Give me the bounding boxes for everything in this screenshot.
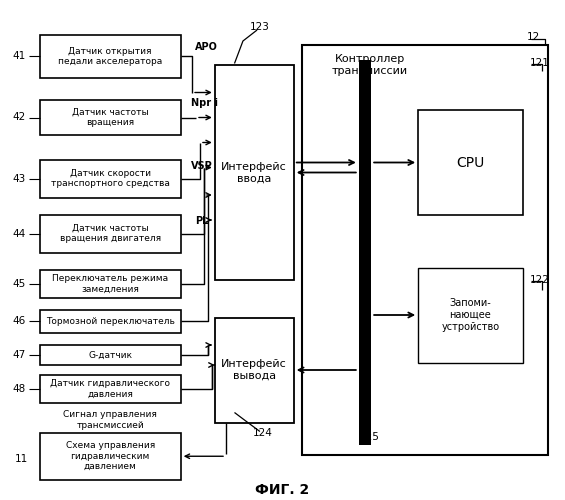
Bar (418, 268, 523, 362)
Text: 124: 124 (253, 428, 273, 438)
Bar (40, 345, 181, 365)
Text: Датчик частоты
вращения: Датчик частоты вращения (72, 108, 149, 127)
Text: 12: 12 (527, 32, 541, 42)
Bar (215, 318, 294, 422)
Text: 43: 43 (12, 174, 25, 184)
Text: 47: 47 (12, 350, 25, 360)
Text: Запоми-
нающее
устройство: Запоми- нающее устройство (441, 298, 499, 332)
Text: 46: 46 (12, 316, 25, 326)
Text: Интерфейс
ввода: Интерфейс ввода (221, 162, 287, 184)
Bar (215, 65, 294, 280)
Bar (40, 35, 181, 78)
Text: 123: 123 (250, 22, 270, 32)
Bar (418, 110, 523, 215)
Bar (40, 100, 181, 135)
Text: G-датчик: G-датчик (88, 350, 132, 360)
Text: VSP: VSP (191, 161, 212, 171)
Text: Схема управления
гидравлическим
давлением: Схема управления гидравлическим давление… (66, 442, 155, 471)
Text: 125: 125 (360, 432, 380, 442)
Bar (302, 45, 548, 455)
Text: Переключатель режима
замедления: Переключатель режима замедления (52, 274, 168, 293)
Text: 11: 11 (15, 454, 28, 464)
Bar (40, 270, 181, 297)
Text: Npr i: Npr i (191, 98, 218, 108)
Text: 44: 44 (12, 229, 25, 239)
Text: Тормозной переключатель: Тормозной переключатель (46, 317, 175, 326)
Text: Датчик скорости
транспортного средства: Датчик скорости транспортного средства (51, 169, 170, 188)
Text: Сигнал управления
трансмиссией: Сигнал управления трансмиссией (63, 410, 157, 430)
Text: Интерфейс
вывода: Интерфейс вывода (221, 359, 287, 381)
Bar (359, 60, 371, 445)
Bar (40, 215, 181, 252)
Bar (40, 310, 181, 332)
Text: CPU: CPU (457, 156, 485, 170)
Text: 48: 48 (12, 384, 25, 394)
Text: 121: 121 (529, 58, 550, 68)
Text: APO: APO (195, 42, 218, 51)
Text: PL: PL (195, 216, 208, 226)
Bar (40, 160, 181, 198)
Text: 45: 45 (12, 278, 25, 288)
Text: Датчик гидравлического
давления: Датчик гидравлического давления (50, 379, 170, 398)
Text: ФИГ. 2: ФИГ. 2 (255, 484, 310, 498)
Bar (40, 375, 181, 402)
Bar (40, 432, 181, 480)
Text: Контроллер
трансмиссии: Контроллер трансмиссии (332, 54, 408, 76)
Text: 42: 42 (12, 112, 25, 122)
Text: 41: 41 (12, 52, 25, 61)
Text: 122: 122 (529, 275, 550, 285)
Text: Датчик открытия
педали акселератора: Датчик открытия педали акселератора (58, 46, 162, 66)
Text: Датчик частоты
вращения двигателя: Датчик частоты вращения двигателя (60, 224, 160, 244)
